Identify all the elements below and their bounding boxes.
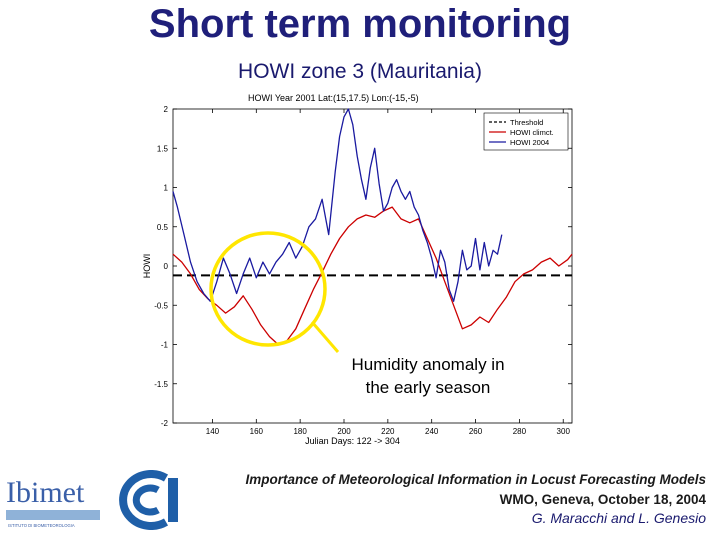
- cnr-logo: [119, 470, 178, 530]
- footer-venue: WMO, Geneva, October 18, 2004: [499, 492, 706, 507]
- howi-chart: 2 1.5 1 0.5 0 -0.5 -1 -1.5 -2 140 160 180 200 220 240 2…: [142, 93, 573, 446]
- y-tick-label: 0: [164, 262, 169, 271]
- x-tick-label: 260: [469, 427, 483, 436]
- annotation-layer: Humidity anomaly in the early season: [209, 231, 505, 397]
- y-tick-label: 1.5: [157, 144, 169, 153]
- slide-title: Short term monitoring: [148, 2, 572, 46]
- x-tick-label: 280: [513, 427, 527, 436]
- x-axis-label: Julian Days: 122 -> 304: [305, 436, 400, 446]
- y-axis-label: HOWI: [142, 254, 152, 279]
- series-layer: [172, 108, 573, 346]
- annotation-line-2: the early season: [366, 378, 491, 397]
- x-tick-label: 200: [337, 427, 351, 436]
- series-line-1: [172, 206, 573, 346]
- x-tick-label: 180: [293, 427, 307, 436]
- anomaly-pointer: [310, 321, 340, 353]
- y-tick-label: 1: [164, 184, 169, 193]
- chart-title: HOWI Year 2001 Lat:(15,17.5) Lon:(-15,-5…: [248, 93, 419, 103]
- x-tick-label: 160: [250, 427, 264, 436]
- legend-label: HOWI 2004: [510, 138, 549, 147]
- y-tick-label: 0.5: [157, 223, 169, 232]
- y-tick-label: -2: [161, 419, 169, 428]
- ibimet-logo: Ibimet ISTITUTO DI BIOMETEOROLOGIA: [6, 476, 100, 528]
- x-tick-label: 140: [206, 427, 220, 436]
- cnr-logo-outer-arc: [119, 470, 169, 530]
- legend-label: HOWI climct.: [510, 128, 554, 137]
- slide-subtitle: HOWI zone 3 (Mauritania): [238, 60, 482, 83]
- x-tick-label: 220: [381, 427, 395, 436]
- series-line-2: [172, 108, 503, 302]
- x-tick-label: 240: [425, 427, 439, 436]
- cnr-logo-inner-arc: [132, 484, 160, 516]
- ibimet-logo-band: [6, 510, 100, 520]
- y-tick-label: -0.5: [154, 301, 168, 310]
- ibimet-logo-caption: ISTITUTO DI BIOMETEOROLOGIA: [8, 523, 75, 528]
- footer-authors: G. Maracchi and L. Genesio: [531, 510, 706, 526]
- legend-label: Threshold: [510, 118, 543, 127]
- cnr-logo-bar: [168, 478, 178, 522]
- anomaly-circle: [209, 231, 327, 347]
- y-tick-label: -1.5: [154, 380, 168, 389]
- y-tick-label: 2: [164, 105, 169, 114]
- chart-axes: 2 1.5 1 0.5 0 -0.5 -1 -1.5 -2 140 160 180 200 220 240 2…: [142, 93, 573, 446]
- footer-title: Importance of Meteorological Information…: [245, 472, 706, 487]
- y-tick-label: -1: [161, 341, 169, 350]
- ibimet-logo-text: Ibimet: [6, 476, 85, 509]
- x-tick-label: 300: [557, 427, 571, 436]
- annotation-line-1: Humidity anomaly in: [351, 355, 504, 374]
